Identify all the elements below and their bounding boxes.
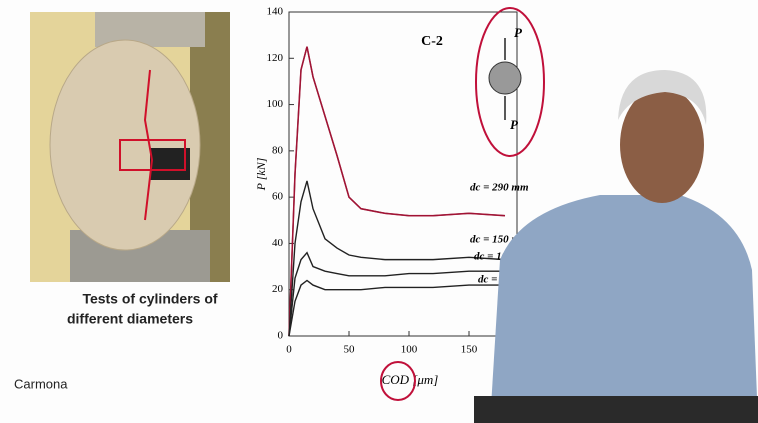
- lecture-frame: Tests of cylinders of different diameter…: [0, 0, 758, 423]
- y-tick-label: 0: [278, 330, 284, 342]
- inset-label: P: [514, 25, 523, 40]
- inset-label: P: [510, 117, 519, 132]
- caption: Tests of cylinders of: [82, 291, 217, 307]
- cylinder: [50, 40, 200, 250]
- x-tick-label: 50: [344, 344, 356, 356]
- credit: Carmona: [14, 376, 68, 391]
- y-tick-label: 120: [267, 52, 284, 64]
- y-tick-label: 60: [272, 191, 284, 203]
- y-tick-label: 140: [267, 6, 284, 18]
- y-axis-label: P [kN]: [254, 157, 268, 191]
- series-label: dc =: [478, 274, 497, 286]
- inset-disc: [489, 62, 521, 94]
- y-tick-label: 40: [272, 237, 284, 249]
- y-tick-label: 80: [272, 144, 284, 156]
- x-tick-label: 150: [461, 344, 478, 356]
- caption: different diameters: [67, 311, 193, 327]
- x-axis-label: COD [μm]: [382, 372, 439, 387]
- test-photo: [30, 12, 230, 282]
- series-label: dc = 290 mm: [470, 182, 529, 194]
- x-tick-label: 0: [286, 344, 292, 356]
- shirt: [490, 195, 758, 423]
- face: [620, 87, 704, 203]
- y-tick-label: 20: [272, 283, 284, 295]
- chart-title: C-2: [421, 34, 443, 49]
- y-tick-label: 100: [267, 98, 284, 110]
- x-tick-label: 100: [401, 344, 418, 356]
- podium: [474, 396, 758, 423]
